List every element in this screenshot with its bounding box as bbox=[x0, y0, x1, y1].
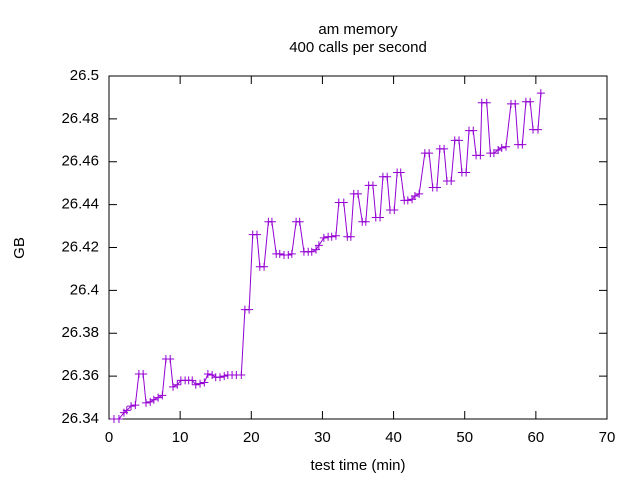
point-marker bbox=[518, 140, 527, 149]
point-marker bbox=[462, 168, 471, 177]
point-marker bbox=[327, 232, 336, 241]
point-marker bbox=[497, 143, 506, 152]
point-marker bbox=[307, 247, 316, 256]
point-marker bbox=[208, 371, 217, 380]
x-tick-label: 70 bbox=[599, 429, 616, 446]
y-tick-label: 26.44 bbox=[61, 196, 99, 213]
point-marker bbox=[314, 241, 323, 250]
point-marker bbox=[146, 397, 155, 406]
point-marker bbox=[526, 97, 535, 106]
point-marker bbox=[169, 382, 178, 391]
x-tick-label: 40 bbox=[385, 429, 402, 446]
point-marker bbox=[173, 380, 182, 389]
point-marker bbox=[114, 415, 123, 423]
point-marker bbox=[354, 189, 362, 198]
point-marker bbox=[455, 136, 464, 145]
point-marker bbox=[432, 183, 441, 192]
point-marker bbox=[440, 144, 449, 153]
point-marker bbox=[482, 98, 491, 107]
point-marker bbox=[287, 249, 296, 258]
point-marker bbox=[275, 249, 284, 258]
y-tick-label: 26.36 bbox=[61, 367, 99, 384]
x-tick-label: 20 bbox=[243, 429, 260, 446]
point-marker bbox=[154, 393, 163, 402]
point-marker bbox=[127, 402, 136, 411]
point-marker bbox=[158, 391, 167, 400]
point-marker bbox=[469, 126, 478, 135]
x-tick-label: 30 bbox=[314, 429, 331, 446]
point-marker bbox=[331, 231, 340, 240]
point-marker bbox=[319, 233, 328, 242]
point-marker bbox=[368, 181, 377, 190]
point-marker bbox=[489, 149, 498, 158]
point-marker bbox=[191, 380, 200, 389]
point-marker bbox=[188, 376, 197, 385]
y-tick-label: 26.46 bbox=[61, 153, 99, 170]
point-marker bbox=[390, 205, 399, 214]
x-tick-label: 0 bbox=[105, 429, 113, 446]
point-marker bbox=[131, 401, 140, 410]
point-marker bbox=[312, 245, 321, 254]
series-line bbox=[113, 93, 542, 420]
y-tick-label: 26.38 bbox=[61, 324, 99, 341]
point-marker bbox=[141, 398, 150, 407]
point-marker bbox=[139, 369, 148, 378]
point-marker bbox=[511, 99, 520, 108]
point-marker bbox=[252, 230, 261, 239]
y-tick-label: 26.5 bbox=[70, 67, 99, 84]
point-marker bbox=[425, 149, 434, 158]
point-marker bbox=[203, 369, 212, 378]
point-marker bbox=[237, 371, 246, 380]
y-tick-label: 26.48 bbox=[61, 110, 99, 127]
x-axis-label: test time (min) bbox=[310, 457, 405, 474]
point-marker bbox=[339, 198, 348, 207]
point-marker bbox=[200, 378, 209, 387]
point-marker bbox=[267, 217, 276, 226]
x-tick-label: 60 bbox=[528, 429, 545, 446]
point-marker bbox=[346, 232, 355, 241]
point-marker bbox=[215, 373, 224, 382]
y-tick-label: 26.4 bbox=[70, 281, 99, 298]
point-marker bbox=[383, 172, 392, 181]
point-marker bbox=[220, 372, 229, 381]
point-marker bbox=[536, 89, 545, 98]
point-marker bbox=[260, 262, 269, 271]
x-tick-label: 10 bbox=[172, 429, 189, 446]
chart-title: am memory bbox=[318, 21, 398, 38]
point-marker bbox=[122, 406, 131, 415]
point-marker bbox=[476, 151, 485, 160]
chart-subtitle: 400 calls per second bbox=[289, 39, 427, 56]
point-marker bbox=[403, 196, 412, 205]
point-marker bbox=[149, 395, 158, 404]
point-marker bbox=[284, 251, 293, 260]
point-marker bbox=[501, 142, 510, 151]
point-marker bbox=[533, 125, 542, 134]
point-marker bbox=[415, 189, 424, 198]
x-tick-label: 50 bbox=[456, 429, 473, 446]
point-marker bbox=[196, 379, 205, 388]
y-axis-label: GB bbox=[11, 237, 28, 259]
y-tick-label: 26.34 bbox=[61, 410, 99, 427]
point-marker bbox=[166, 354, 175, 363]
point-marker bbox=[447, 177, 456, 186]
y-tick-label: 26.42 bbox=[61, 238, 99, 255]
point-marker bbox=[396, 168, 405, 177]
point-marker bbox=[295, 217, 304, 226]
point-marker bbox=[494, 145, 503, 154]
point-marker bbox=[410, 192, 419, 201]
point-marker bbox=[376, 213, 385, 222]
point-marker bbox=[361, 217, 370, 226]
point-marker bbox=[245, 305, 254, 314]
